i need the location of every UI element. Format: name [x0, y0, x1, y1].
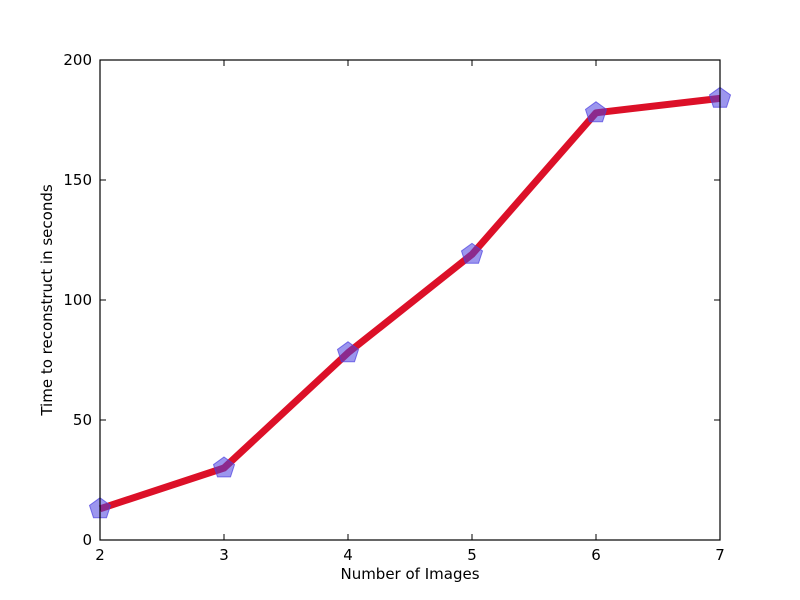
y-tick-label: 100 — [63, 291, 92, 309]
y-tick-label: 50 — [73, 411, 92, 429]
data-point-marker — [460, 242, 484, 264]
y-tick-label: 200 — [63, 51, 92, 69]
x-tick-label: 2 — [95, 546, 105, 564]
x-tick-label: 7 — [715, 546, 725, 564]
ticks-layer: 2 3 4 5 6 7 0 50 100 150 200 — [63, 51, 724, 564]
y-tick-label: 150 — [63, 171, 92, 189]
data-point-marker — [584, 101, 608, 123]
x-tick-label: 3 — [219, 546, 229, 564]
x-axis-label: Number of Images — [340, 565, 479, 583]
x-tick-label: 6 — [591, 546, 601, 564]
series-layer — [98, 94, 721, 513]
y-tick-label: 0 — [82, 531, 92, 549]
data-point-marker — [336, 341, 360, 363]
data-point-marker — [212, 456, 236, 478]
series-line — [98, 94, 721, 513]
y-axis-label: Time to reconstruct in seconds — [38, 184, 56, 417]
plot-frame — [99, 59, 721, 541]
x-tick-label: 4 — [343, 546, 353, 564]
x-tick-label: 5 — [467, 546, 477, 564]
